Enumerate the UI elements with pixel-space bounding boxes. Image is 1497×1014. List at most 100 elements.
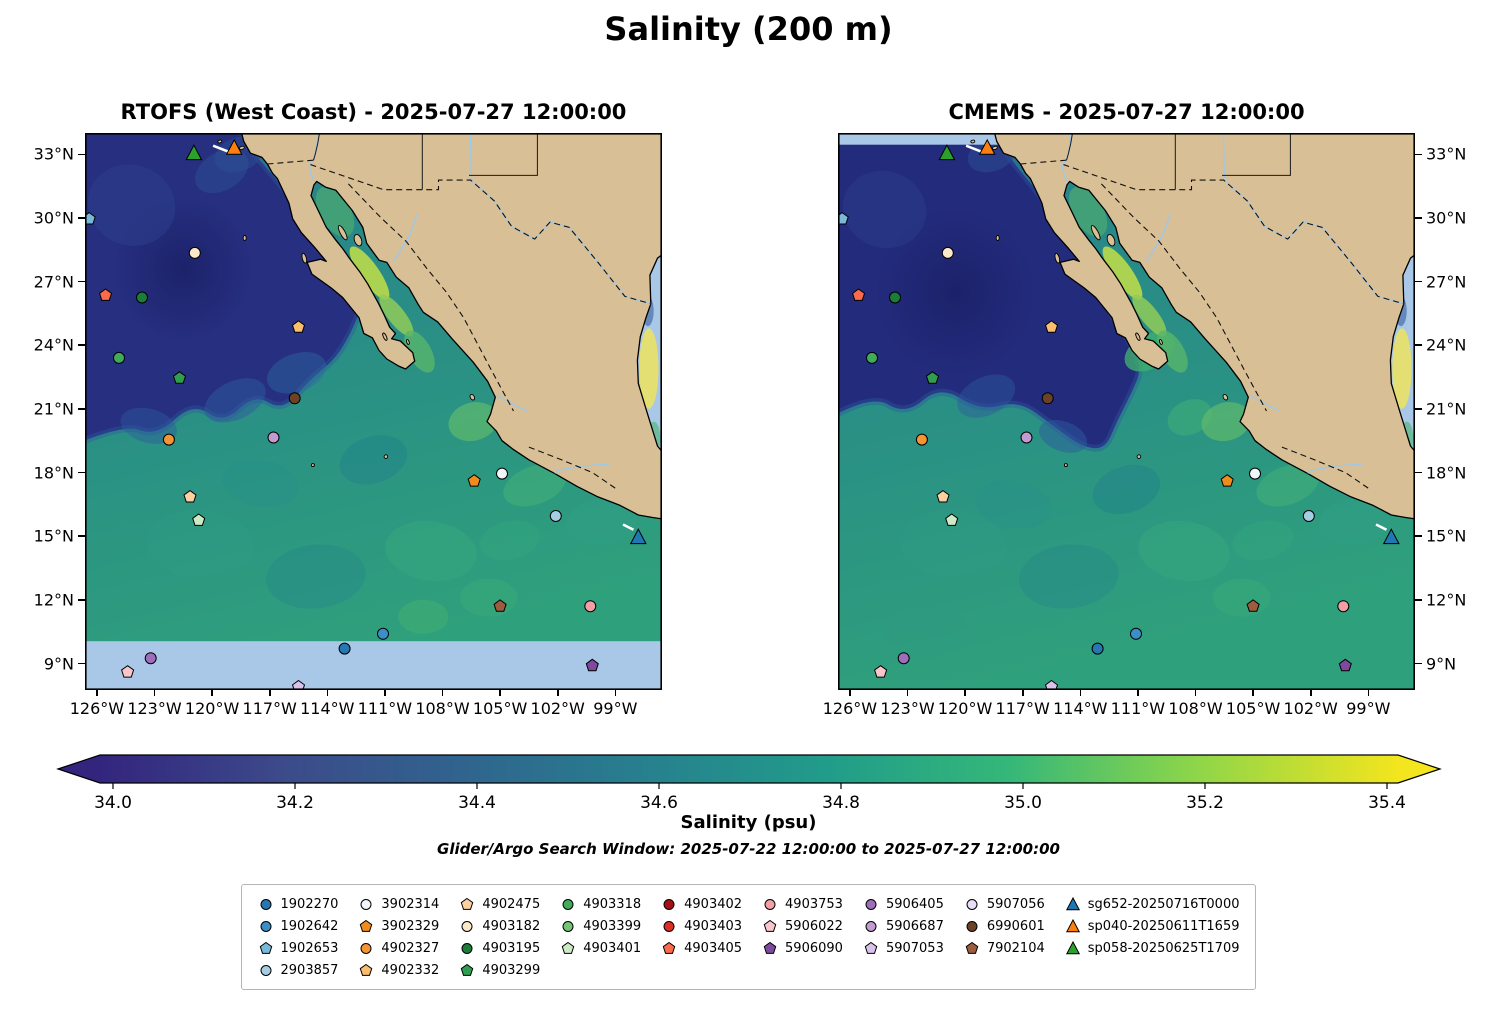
lat-tick-mark [78, 535, 85, 537]
legend-label: sp040-20250611T1659 [1087, 918, 1240, 934]
circle-marker-icon [360, 943, 372, 954]
island [310, 463, 315, 468]
lat-tick-label: 18°N [1426, 463, 1467, 482]
float-marker-sg652 [1382, 528, 1400, 545]
circle-glyph [562, 921, 574, 932]
legend-column: 1902270 1902642 1902653 2903857 [258, 893, 339, 981]
field-blob [222, 459, 299, 507]
field-blob [842, 170, 927, 249]
field-blob [1212, 578, 1271, 617]
lon-tick-label: 126°W [69, 699, 125, 718]
legend-label: 4903318 [583, 896, 642, 912]
float-marker-4903195 [136, 291, 148, 304]
field-blob [194, 149, 249, 194]
island [406, 339, 410, 345]
legend-label: 4902475 [482, 896, 541, 912]
float-marker-3902329 [1220, 474, 1234, 487]
lon-tick-label: 126°W [822, 699, 878, 718]
legend-item-4903753: 4903753 [762, 893, 843, 915]
river [554, 463, 610, 474]
legend-label: 5906022 [785, 918, 843, 934]
land-mass [993, 133, 1415, 520]
field-blob [1201, 402, 1251, 442]
float-marker-2903857 [1302, 510, 1315, 522]
colorbar-label: Salinity (psu) [680, 812, 817, 833]
lat-tick-mark [78, 217, 85, 219]
legend-label: 4903401 [583, 940, 642, 956]
lat-tick-mark [1415, 153, 1422, 155]
pentagon-glyph [360, 919, 373, 932]
legend-label: 1902653 [280, 940, 339, 956]
island [1136, 454, 1142, 459]
lat-tick-mark [1415, 471, 1422, 474]
lat-tick-label: 12°N [1426, 590, 1467, 610]
pentagon-marker-icon [461, 897, 474, 910]
legend-item-3902314: 3902314 [358, 893, 439, 915]
circle-marker-icon [461, 921, 473, 932]
field-blob [459, 578, 518, 617]
glider-track [1375, 523, 1388, 531]
island [1063, 463, 1068, 468]
cmems-map [838, 133, 1415, 690]
pentagon-marker-icon [662, 941, 676, 954]
float-marker-sp040 [225, 138, 243, 155]
circle-marker-icon [966, 899, 978, 910]
float-marker-4903318 [866, 351, 878, 364]
figure-title: Salinity (200 m) [604, 10, 893, 48]
search-window-subtitle: Glider/Argo Search Window: 2025-07-22 12… [437, 840, 1060, 858]
lon-tick-label: 117°W [242, 699, 297, 718]
lon-tick-mark [849, 690, 851, 696]
legend-item-1902653: 1902653 [258, 937, 339, 959]
pentagon-marker-icon [864, 941, 878, 954]
circle-glyph [663, 899, 675, 910]
float-marker-5906022 [874, 665, 888, 678]
lat-tick-label: 27°N [33, 272, 74, 291]
colorbar-tick-label: 35.2 [1186, 793, 1224, 813]
legend-item-4903405: 4903405 [661, 937, 742, 959]
float-marker-4903299 [172, 371, 187, 384]
float-marker-4902475 [936, 489, 950, 503]
pentagon-marker-icon [360, 919, 373, 932]
field-blob [1256, 464, 1320, 507]
legend-item-1902642: 1902642 [258, 915, 338, 937]
field-blob [1232, 520, 1293, 561]
lon-tick-label: 123°W [880, 699, 935, 718]
lat-tick-mark [1415, 280, 1422, 283]
lat-tick-mark [78, 599, 85, 601]
legend-label: 4902332 [381, 962, 440, 978]
colorbar-tick-label: 34.4 [458, 793, 496, 813]
legend-label: sp058-20250625T1709 [1087, 940, 1240, 956]
pentagon-glyph [561, 941, 575, 954]
pentagon-marker-icon [360, 963, 373, 976]
float-marker-5906405 [144, 652, 157, 665]
country-border [1281, 446, 1371, 490]
lat-tick-label: 30°N [1426, 208, 1467, 228]
float-marker-7902104 [493, 599, 507, 612]
legend-label: 4903299 [482, 962, 541, 978]
float-marker-6990601 [288, 392, 301, 405]
legend-item-7902104: 7902104 [964, 937, 1045, 959]
legend-label: 4903399 [583, 918, 642, 934]
lon-tick-mark [557, 690, 559, 696]
colorbar-tick-label: 35.4 [1368, 793, 1406, 813]
circle-marker-icon [260, 899, 272, 910]
pentagon-glyph [461, 963, 474, 976]
island [1106, 233, 1116, 247]
circle-marker-icon [663, 921, 675, 932]
circle-glyph [562, 899, 574, 910]
country-border [1101, 183, 1267, 412]
circle-glyph [260, 921, 272, 932]
glider-track [622, 523, 635, 531]
island [995, 235, 1000, 241]
lon-tick-mark [96, 690, 98, 696]
legend-item-5907056: 5907056 [964, 893, 1045, 915]
field-blob [404, 330, 435, 373]
legend-item-4902475: 4902475 [459, 893, 540, 915]
lon-tick-label: 120°W [184, 699, 240, 718]
lon-tick-label: 114°W [300, 699, 355, 718]
float-marker-2903857 [549, 510, 562, 522]
glider-track [212, 144, 230, 154]
pentagon-glyph [461, 897, 474, 910]
island [1222, 393, 1229, 401]
pentagon-glyph [864, 941, 878, 954]
